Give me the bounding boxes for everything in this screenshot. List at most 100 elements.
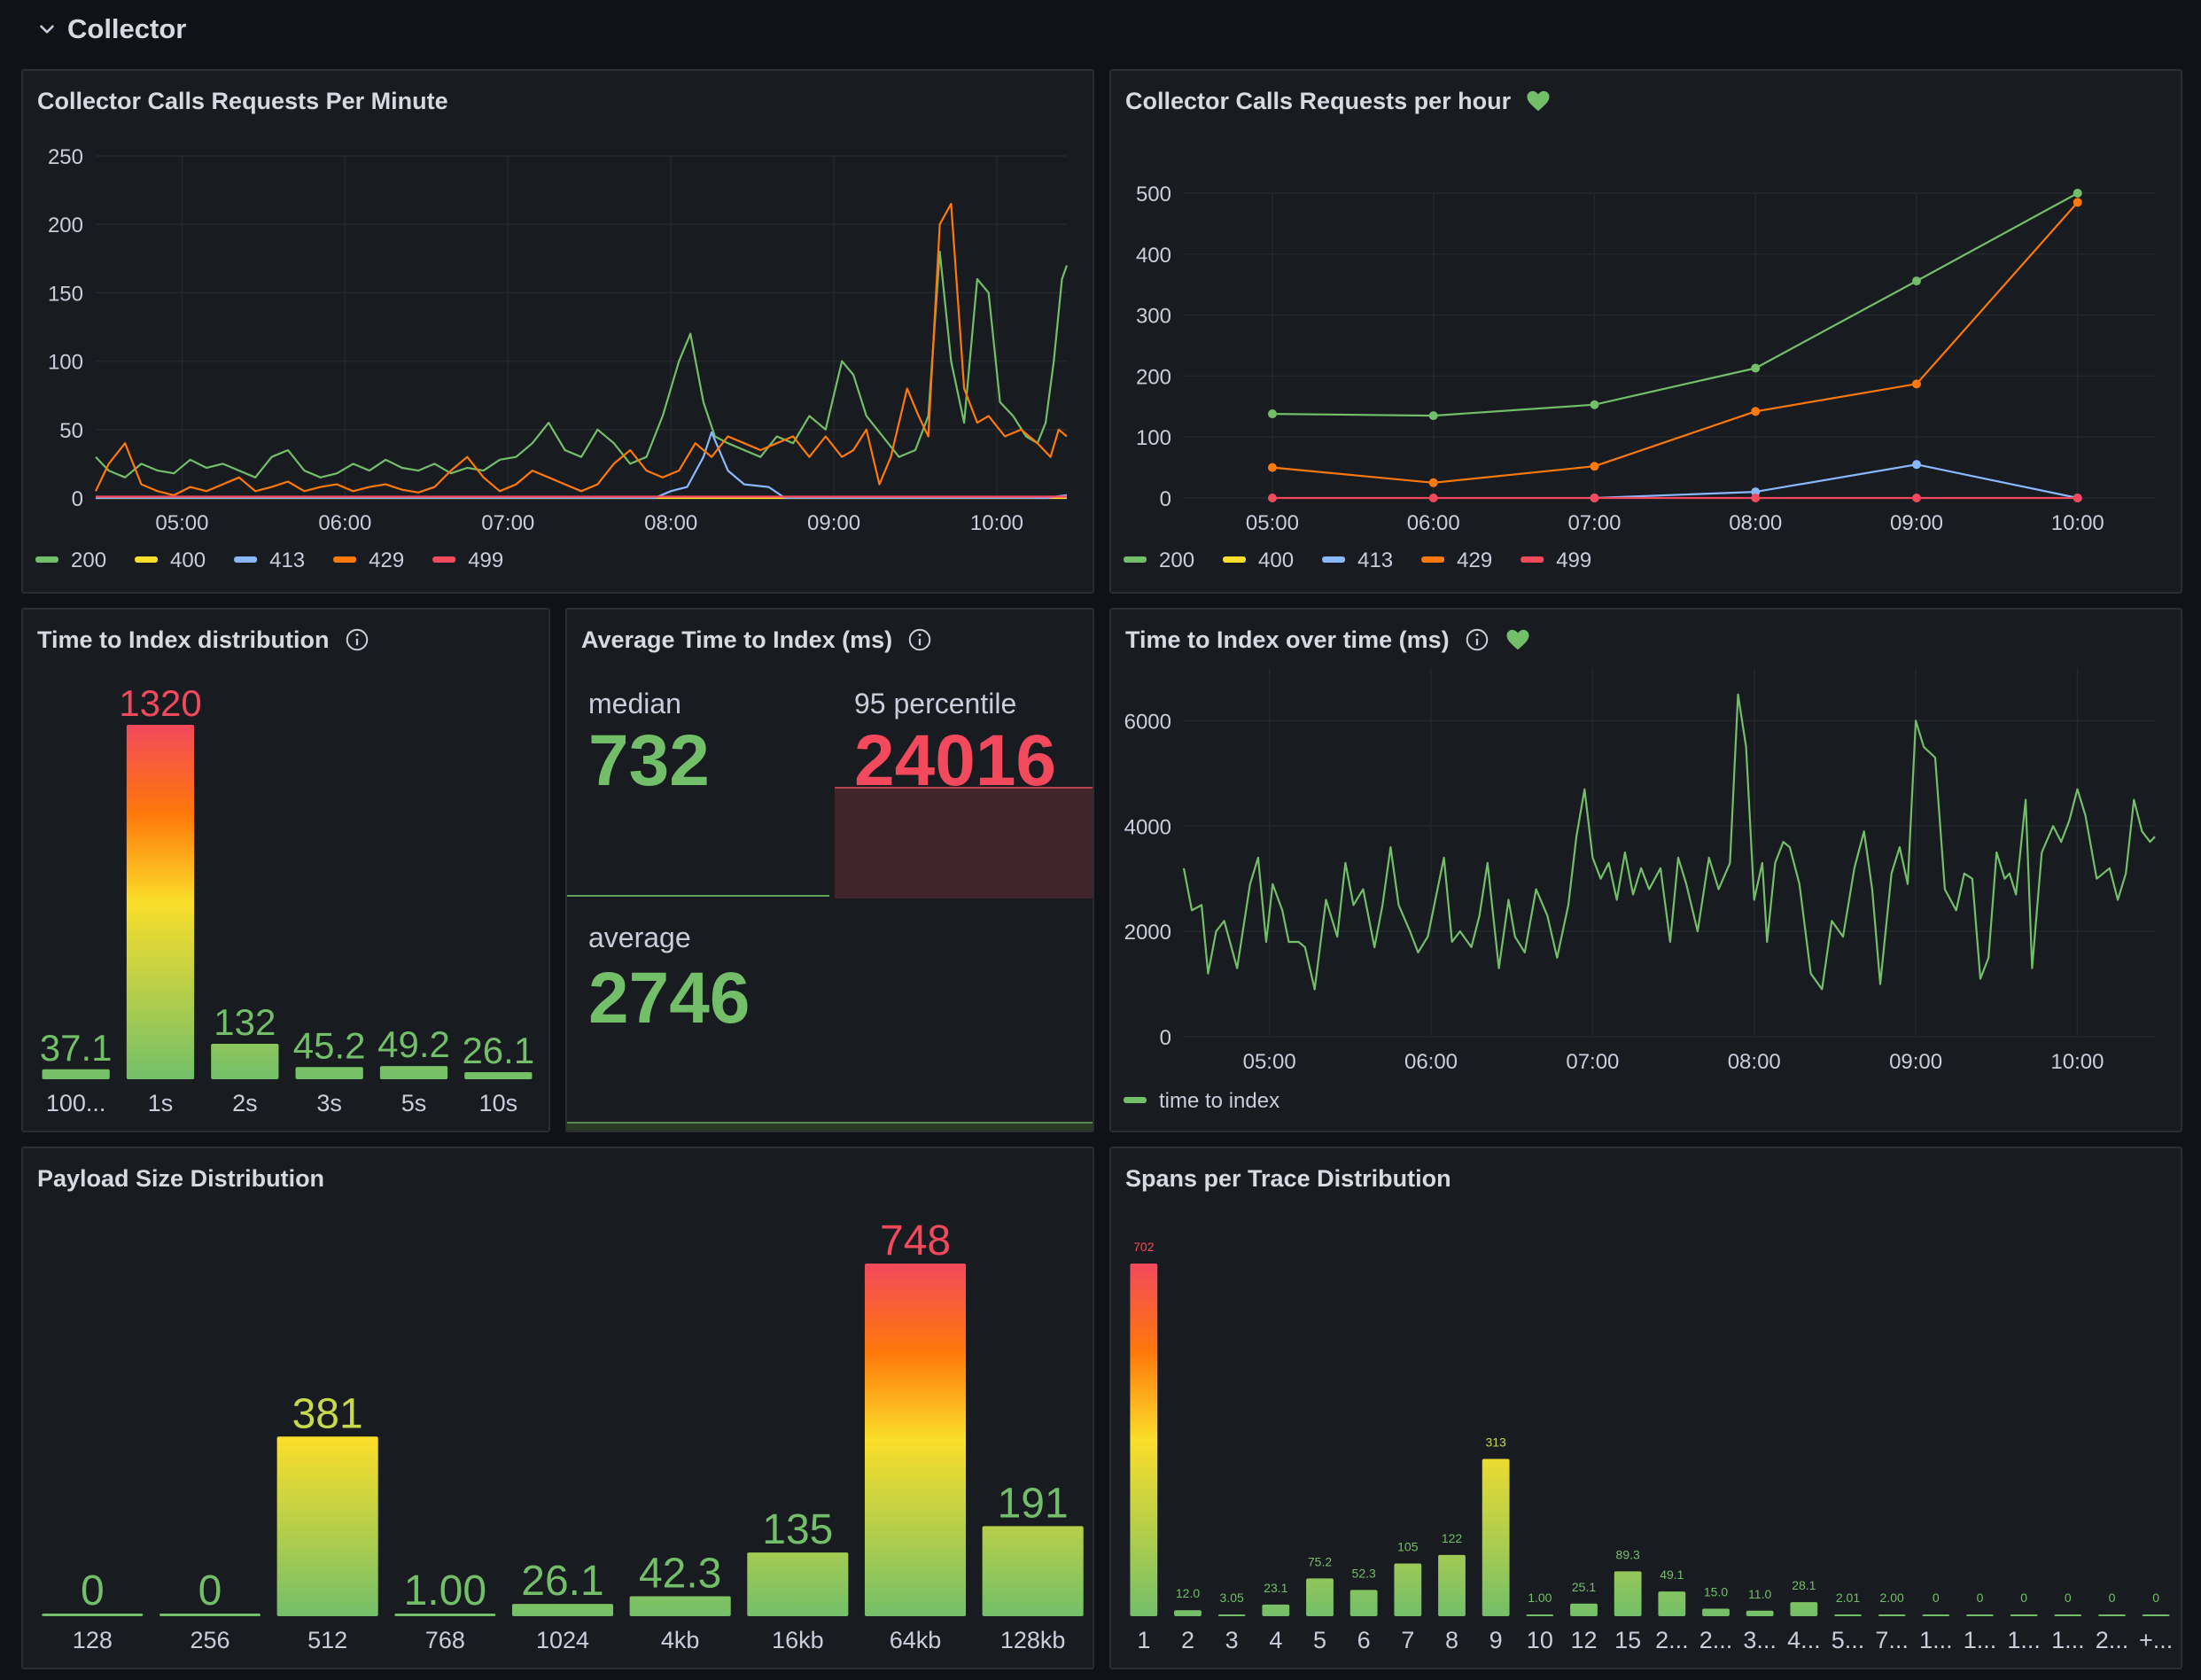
bar [1790, 1602, 1818, 1616]
info-icon[interactable] [1464, 626, 1490, 653]
series-line-200 [1272, 192, 2079, 417]
bar [211, 1044, 279, 1079]
x-tick-label: 4 [1269, 1627, 1282, 1653]
x-tick-label: 8 [1445, 1627, 1458, 1653]
x-tick-label: 9 [1489, 1627, 1503, 1653]
bar-value-label: 0 [198, 1567, 222, 1614]
panel-title[interactable]: Payload Size Distribution [37, 1164, 325, 1192]
y-tick-label: 50 [59, 419, 83, 443]
legend-label: 429 [369, 548, 404, 572]
x-tick-label: 07:00 [1567, 511, 1621, 535]
payload-size-distribution-chart: 0 128 0 256 381 512 1.00 768 26.1 1024 42.3 4kb 135 1… [42, 1217, 1084, 1653]
p95-sparkline-area [835, 787, 1093, 898]
data-point [1911, 379, 1921, 389]
legend-label: time to index [1159, 1089, 1279, 1113]
legend-swatch [1124, 1097, 1147, 1103]
legend-swatch [1223, 556, 1247, 563]
y-tick-label: 200 [1136, 365, 1171, 389]
x-tick-label: 5... [1832, 1627, 1865, 1653]
bar-value-label: 11.0 [1748, 1587, 1771, 1601]
y-tick-label: 2000 [1124, 921, 1171, 945]
bar [1658, 1591, 1686, 1616]
x-tick-label: 3 [1225, 1627, 1239, 1653]
data-point [1590, 494, 1599, 502]
time-to-index-over-time-chart: 0 2000 4000 6000 05:00 06:00 07:00 08:00 09:00 10… [1124, 668, 2156, 1113]
x-tick-label: 4... [1787, 1627, 1821, 1653]
data-point [1267, 409, 1277, 419]
panel-payload-size-distribution[interactable]: Payload Size Distribution 0 128 0 256 381 512… [21, 1147, 1094, 1669]
panel-average-time-to-index[interactable]: Average Time to Index (ms) median 732 95… [565, 608, 1094, 1132]
bar [2098, 1614, 2126, 1616]
x-tick-label: 10:00 [970, 511, 1023, 535]
bar [747, 1552, 849, 1616]
info-icon[interactable] [906, 626, 933, 653]
x-tick-label: 05:00 [1246, 511, 1299, 535]
bar [1526, 1614, 1554, 1616]
row-header-collector[interactable]: Collector [35, 9, 186, 50]
bar-value-label: 748 [880, 1217, 951, 1264]
bar [1570, 1603, 1598, 1616]
bar-value-label: 1320 [119, 682, 201, 724]
data-point [1590, 462, 1599, 471]
x-tick-label: 3... [1743, 1627, 1777, 1653]
panel-title[interactable]: Time to Index distribution [37, 626, 330, 653]
legend-swatch [333, 556, 357, 563]
x-tick-label: 06:00 [1407, 511, 1460, 535]
data-point [1911, 494, 1921, 502]
bar [295, 1067, 363, 1079]
bar-value-label: 23.1 [1264, 1581, 1287, 1595]
bar-value-label: 135 [762, 1506, 833, 1553]
x-tick-label: 768 [425, 1627, 465, 1653]
row-title: Collector [67, 13, 187, 44]
panel-requests-per-hour[interactable]: Collector Calls Requests per hour 0 100 20… [1109, 69, 2182, 594]
y-tick-label: 300 [1136, 305, 1171, 329]
chevron-down-icon[interactable] [35, 18, 58, 41]
legend-swatch [1520, 556, 1544, 563]
bar-value-label: 3.05 [1220, 1591, 1244, 1605]
panel-title[interactable]: Average Time to Index (ms) [581, 626, 893, 653]
x-tick-label: 128kb [1000, 1627, 1066, 1653]
median-value: 732 [588, 720, 710, 801]
bar [1306, 1578, 1334, 1616]
heart-icon[interactable] [1505, 626, 1531, 653]
bar [1702, 1608, 1730, 1616]
panel-title[interactable]: Time to Index over time (ms) [1125, 626, 1450, 653]
series-line-200 [95, 251, 1069, 478]
bar-value-label: 2.01 [1836, 1591, 1860, 1605]
panel-title[interactable]: Collector Calls Requests per hour [1125, 87, 1512, 114]
info-icon[interactable] [344, 626, 370, 653]
legend-swatch [1421, 556, 1445, 563]
series-line-413 [1594, 463, 2079, 500]
y-tick-label: 0 [72, 487, 83, 511]
x-tick-label: 128 [73, 1627, 113, 1653]
y-tick-label: 100 [48, 351, 83, 375]
x-tick-label: 09:00 [1889, 1050, 1942, 1074]
x-tick-label: 08:00 [644, 511, 697, 535]
panel-title[interactable]: Spans per Trace Distribution [1125, 1164, 1451, 1192]
bar-value-label: 42.3 [639, 1550, 721, 1597]
legend-label: 429 [1457, 548, 1492, 572]
bar-value-label: 0 [1933, 1591, 1940, 1605]
x-tick-label: 05:00 [155, 511, 208, 535]
bar [394, 1614, 496, 1616]
panel-title[interactable]: Collector Calls Requests Per Minute [37, 87, 448, 114]
panel-spans-per-trace-distribution[interactable]: Spans per Trace Distribution 702 1 12.0 2 3.… [1109, 1147, 2182, 1669]
panel-requests-per-minute[interactable]: Collector Calls Requests Per Minute 0 50 1… [21, 69, 1094, 594]
legend-swatch [135, 556, 159, 563]
x-tick-label: 1... [1919, 1627, 1953, 1653]
legend-label: 400 [170, 548, 206, 572]
x-tick-label: 2... [1699, 1627, 1733, 1653]
x-tick-label: 06:00 [1404, 1050, 1458, 1074]
legend-label: 499 [1556, 548, 1591, 572]
bar [1438, 1554, 1466, 1616]
heart-icon[interactable] [1525, 88, 1552, 114]
data-point [1911, 276, 1921, 286]
x-tick-label: 07:00 [481, 511, 534, 535]
x-tick-label: 256 [190, 1627, 229, 1653]
bar-value-label: 0 [81, 1567, 105, 1614]
bar [42, 1614, 144, 1616]
x-tick-label: 1... [1964, 1627, 1997, 1653]
panel-time-to-index-over-time[interactable]: Time to Index over time (ms) 0 2000 4000 60… [1109, 608, 2182, 1132]
panel-time-to-index-distribution[interactable]: Time to Index distribution 37.1 100... 132… [21, 608, 550, 1132]
bar-value-label: 0 [2065, 1591, 2072, 1605]
